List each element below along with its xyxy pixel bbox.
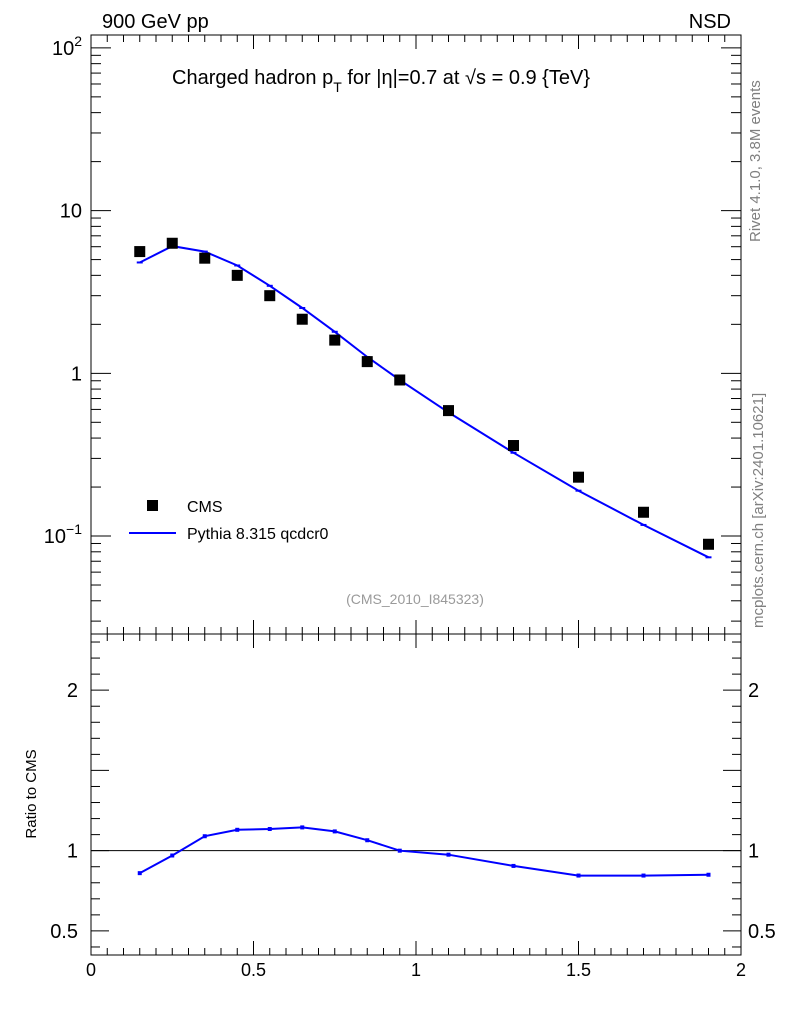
title-energy: s = 0.9 {TeV} xyxy=(476,67,590,89)
cms-data-point xyxy=(199,252,211,264)
ratio-point xyxy=(365,838,370,843)
cms-data-point xyxy=(231,269,243,281)
header-right-label: NSD xyxy=(689,11,731,33)
ratio-y-tick-label-right: 2 xyxy=(748,680,759,702)
x-tick-label: 1.5 xyxy=(566,960,591,980)
header-left-label: 900 GeV pp xyxy=(102,11,209,33)
plot-title: Charged hadron pT for |η|=0.7 at √s = 0.… xyxy=(172,67,590,95)
y-tick-base: 10 xyxy=(44,526,66,548)
x-tick-label: 1 xyxy=(411,960,421,980)
ratio-y-tick-label-left: 1 xyxy=(67,841,78,863)
cms-data-point xyxy=(329,334,341,346)
main-plot-frame xyxy=(90,34,742,635)
y-tick-label: 102 xyxy=(52,33,82,60)
ratio-line xyxy=(139,826,709,877)
mcplots-label: mcplots.cern.ch [arXiv:2401.10621] xyxy=(750,393,767,628)
y-tick-base: 10 xyxy=(52,38,74,60)
title-sqrt-symbol: √ xyxy=(465,67,476,89)
ratio-point xyxy=(397,848,402,853)
ratio-point xyxy=(576,873,581,878)
y-tick-base: 10 xyxy=(60,201,82,223)
cms-data-point xyxy=(361,356,373,368)
ratio-y-tick-label-left: 0.5 xyxy=(50,921,78,943)
rivet-version-label: Rivet 4.1.0, 3.8M events xyxy=(747,80,764,242)
x-tick-label: 0 xyxy=(86,960,96,980)
ratio-point xyxy=(235,827,240,832)
ratio-point xyxy=(202,834,207,839)
ratio-point xyxy=(170,853,175,858)
title-prefix: Charged hadron p xyxy=(172,67,333,89)
ratio-plot-frame xyxy=(90,633,742,956)
ratio-y-tick-label-left: 2 xyxy=(67,680,78,702)
analysis-label: (CMS_2010_I845323) xyxy=(346,591,484,607)
ratio-point xyxy=(137,871,142,876)
cms-data-point xyxy=(134,246,146,258)
cms-data-point xyxy=(394,374,406,386)
y-tick-label: 10 xyxy=(60,201,82,223)
ratio-axis-label: Ratio to CMS xyxy=(23,749,40,838)
x-tick-label: 0.5 xyxy=(241,960,266,980)
ratio-y-tick-label-right: 1 xyxy=(748,841,759,863)
title-subscript: T xyxy=(333,79,342,95)
legend: CMS Pythia 8.315 qcdcr0 xyxy=(129,499,329,543)
y-tick-base: 1 xyxy=(71,363,82,385)
x-tick-label: 2 xyxy=(736,960,746,980)
title-middle: for |η|=0.7 at xyxy=(342,67,465,89)
legend-cms-label: CMS xyxy=(187,499,223,516)
ratio-point xyxy=(641,873,646,878)
cms-data-point xyxy=(264,290,276,302)
ratio-point xyxy=(300,825,305,830)
y-tick-exponent: 2 xyxy=(74,33,82,49)
y-tick-label: 10−1 xyxy=(44,521,82,548)
legend-pythia-label: Pythia 8.315 qcdcr0 xyxy=(187,526,329,543)
ratio-point xyxy=(267,827,272,832)
y-tick-exponent: −1 xyxy=(66,521,82,537)
cms-data-point xyxy=(166,237,178,249)
ratio-point xyxy=(511,863,516,868)
ratio-y-tick-label-right: 0.5 xyxy=(748,921,776,943)
cms-data-point xyxy=(573,471,584,483)
cms-data-point xyxy=(296,313,308,325)
ratio-point xyxy=(446,852,451,857)
cms-data-point xyxy=(703,538,714,550)
legend-cms-marker xyxy=(147,500,158,511)
ratio-point xyxy=(706,872,711,877)
ratio-point xyxy=(332,829,337,834)
cms-data-point xyxy=(638,506,649,518)
y-tick-label: 1 xyxy=(71,363,82,385)
cms-data-point xyxy=(508,440,519,452)
cms-data-point xyxy=(443,405,454,417)
pythia-line xyxy=(139,245,709,559)
data-layer xyxy=(134,237,714,878)
